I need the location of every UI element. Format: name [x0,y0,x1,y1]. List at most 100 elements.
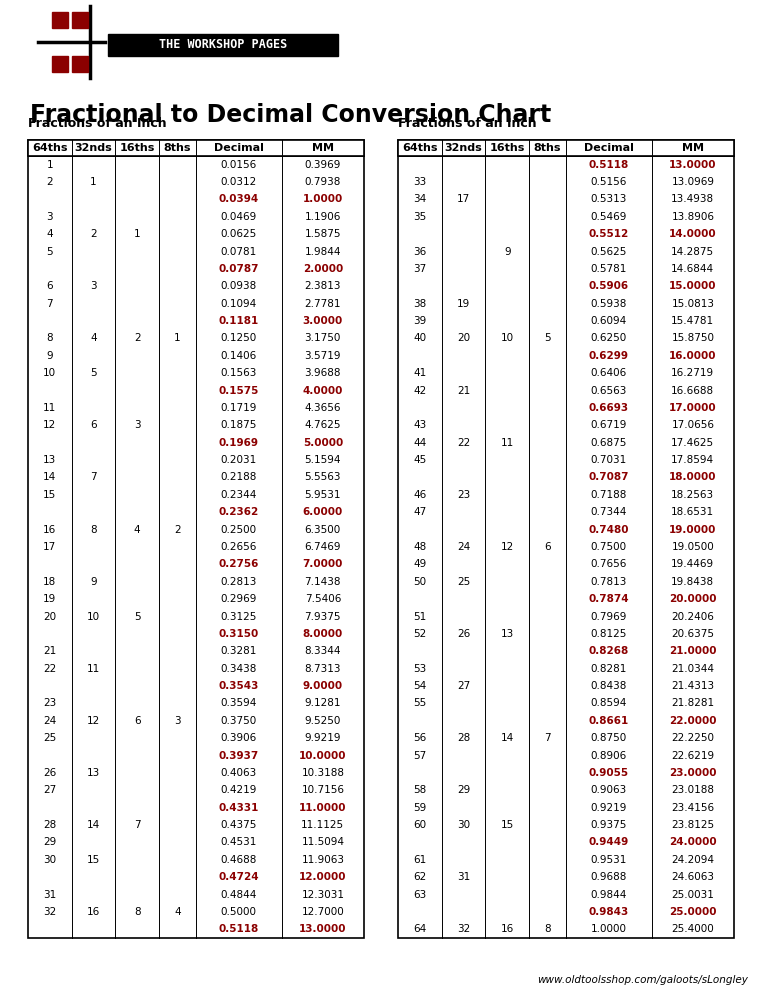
Text: Fractions of an Inch: Fractions of an Inch [28,117,167,130]
Text: 17.0000: 17.0000 [669,403,717,413]
Text: 3: 3 [47,212,53,222]
Text: 1: 1 [47,160,53,170]
Text: 0.4844: 0.4844 [220,890,257,900]
Text: 21.8281: 21.8281 [671,699,714,709]
Text: 27: 27 [457,681,470,691]
Text: 64ths: 64ths [32,143,68,153]
Bar [108,34,338,56]
Text: 45: 45 [413,455,426,465]
Text: 28: 28 [43,820,57,830]
Text: 25.4000: 25.4000 [671,924,714,934]
Text: 22: 22 [43,664,57,674]
Bar [52,12,68,28]
Text: 0.4531: 0.4531 [220,837,257,848]
Text: 0.7969: 0.7969 [591,611,627,621]
Text: 16: 16 [87,907,100,916]
Text: 23.4156: 23.4156 [671,803,714,813]
Text: 0.7656: 0.7656 [591,560,627,570]
Text: 0.7500: 0.7500 [591,542,627,552]
Text: 0.1719: 0.1719 [220,403,257,413]
Text: 6: 6 [545,542,551,552]
Text: 0.9449: 0.9449 [589,837,629,848]
Text: 63: 63 [413,890,426,900]
Text: 39: 39 [413,316,426,326]
Text: 0.4688: 0.4688 [220,855,257,865]
Text: 0.0938: 0.0938 [220,281,257,291]
Text: THE WORKSHOP PAGES: THE WORKSHOP PAGES [159,39,287,52]
Text: 42: 42 [413,386,426,396]
Text: 50: 50 [413,577,426,586]
Text: 61: 61 [413,855,426,865]
Bar [398,140,734,156]
Text: 0.1875: 0.1875 [220,420,257,430]
Text: 10: 10 [87,611,100,621]
Text: 18.0000: 18.0000 [669,472,717,482]
Text: Decimal: Decimal [584,143,634,153]
Text: 8.0000: 8.0000 [303,629,343,639]
Text: 8ths: 8ths [534,143,561,153]
Text: 20.6375: 20.6375 [671,629,714,639]
Text: 0.3281: 0.3281 [220,646,257,656]
Text: 48: 48 [413,542,426,552]
Text: 13: 13 [43,455,57,465]
Text: 0.3969: 0.3969 [305,160,341,170]
Text: 0.5000: 0.5000 [221,907,257,916]
Text: 24: 24 [457,542,470,552]
Text: 64: 64 [413,924,426,934]
Text: 62: 62 [413,872,426,883]
Text: Decimal: Decimal [214,143,263,153]
Text: 0.3750: 0.3750 [220,716,257,726]
Text: 23: 23 [457,490,470,500]
Text: MM: MM [312,143,334,153]
Text: 32: 32 [457,924,470,934]
Text: 2: 2 [174,525,180,535]
Text: 31: 31 [457,872,470,883]
Text: 1.9844: 1.9844 [305,247,341,256]
Text: 5: 5 [134,611,141,621]
Text: 0.5469: 0.5469 [591,212,627,222]
Text: 0.7188: 0.7188 [591,490,627,500]
Text: 9: 9 [504,247,511,256]
Text: Fractional to Decimal Conversion Chart: Fractional to Decimal Conversion Chart [30,103,551,127]
Text: 0.4331: 0.4331 [219,803,259,813]
Text: 16.0000: 16.0000 [669,351,717,361]
Text: 11.1125: 11.1125 [301,820,344,830]
Text: 15.8750: 15.8750 [671,333,714,344]
Text: 0.9063: 0.9063 [591,785,627,795]
Text: 0.0625: 0.0625 [220,230,257,240]
Text: 11: 11 [87,664,100,674]
Text: 0.9531: 0.9531 [591,855,627,865]
Text: 1.5875: 1.5875 [305,230,341,240]
Text: 11.0000: 11.0000 [299,803,346,813]
Text: 3: 3 [174,716,180,726]
Text: 7: 7 [545,734,551,744]
Text: 0.3150: 0.3150 [219,629,259,639]
Text: 23.0188: 23.0188 [671,785,714,795]
Text: 0.7874: 0.7874 [588,594,629,604]
Text: 13.4938: 13.4938 [671,195,714,205]
Text: 25: 25 [457,577,470,586]
Text: 0.1094: 0.1094 [220,299,257,309]
Text: 14.0000: 14.0000 [669,230,717,240]
Text: 4: 4 [47,230,53,240]
Text: 21.0344: 21.0344 [671,664,714,674]
Text: 32: 32 [43,907,57,916]
Text: 22: 22 [457,437,470,447]
Text: 18.2563: 18.2563 [671,490,714,500]
Bar [72,12,88,28]
Text: 0.8268: 0.8268 [589,646,629,656]
Text: 1: 1 [90,177,97,187]
Text: 16.2719: 16.2719 [671,368,714,379]
Text: 0.6875: 0.6875 [591,437,627,447]
Text: 8.3344: 8.3344 [305,646,341,656]
Text: 23.8125: 23.8125 [671,820,714,830]
Text: 51: 51 [413,611,426,621]
Text: 32nds: 32nds [74,143,112,153]
Text: 29: 29 [457,785,470,795]
Text: 13.0000: 13.0000 [669,160,717,170]
Text: 0.1250: 0.1250 [220,333,257,344]
Text: 0.5156: 0.5156 [591,177,627,187]
Text: 15: 15 [87,855,100,865]
Text: 17: 17 [43,542,57,552]
Text: 9.5250: 9.5250 [305,716,341,726]
